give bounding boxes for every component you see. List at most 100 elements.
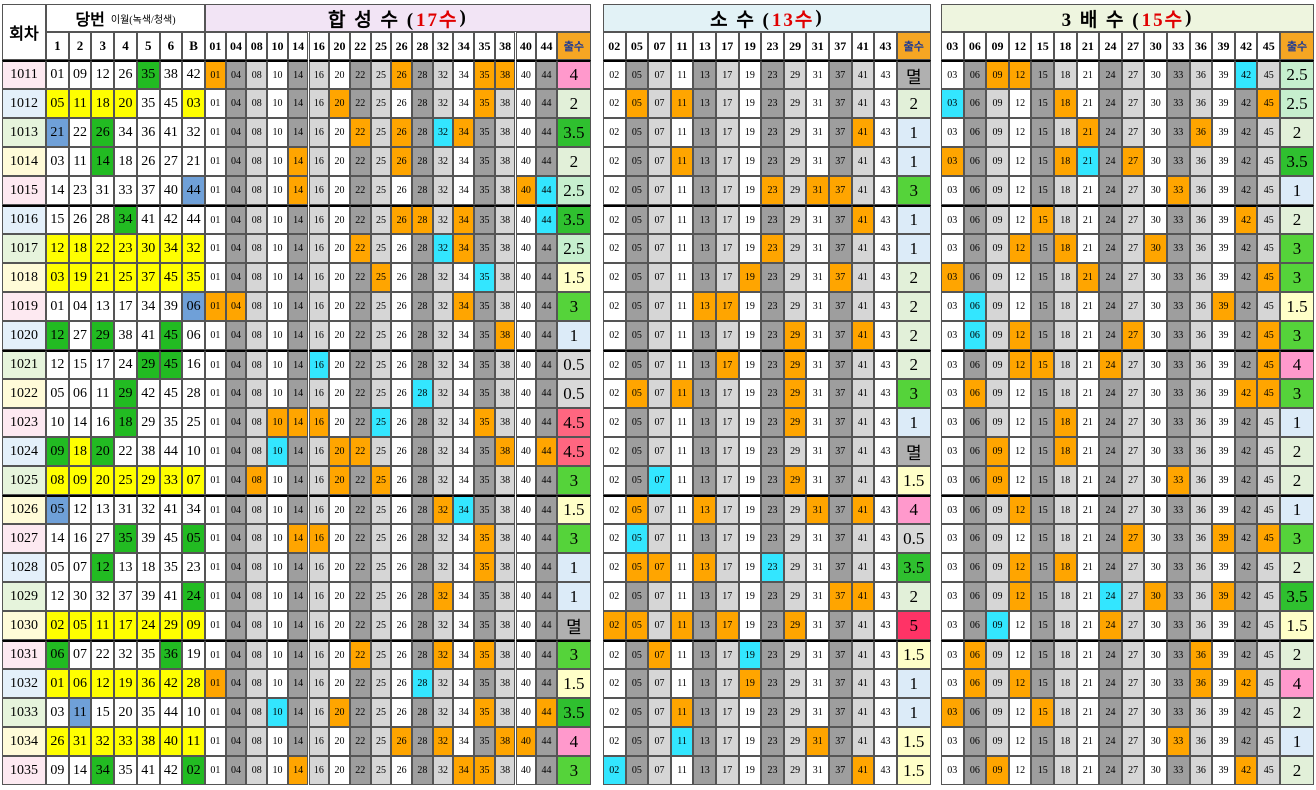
number-cell: 08 (246, 379, 268, 408)
number-cell: 15 (1031, 611, 1054, 640)
number-cell: 43 (874, 234, 897, 263)
number-cell: 28 (412, 524, 433, 553)
draw-number: 35 (114, 524, 137, 553)
number-cell: 28 (412, 611, 433, 640)
column-header: 34 (453, 32, 475, 60)
draw-number: 35 (182, 263, 205, 292)
column-header: 08 (246, 32, 268, 60)
number-cell: 13 (693, 466, 716, 495)
number-cell: 33 (1167, 611, 1190, 640)
number-cell: 37 (829, 727, 852, 756)
number-cell: 38 (494, 582, 516, 611)
number-cell: 01 (205, 89, 226, 118)
number-cell: 15 (1031, 147, 1054, 176)
number-cell: 09 (986, 437, 1009, 466)
draw-number: 35 (136, 89, 160, 118)
number-cell: 36 (1189, 669, 1213, 698)
draw-number: 35 (159, 553, 183, 582)
number-cell: 17 (716, 350, 739, 379)
number-cell: 42 (1234, 379, 1258, 408)
number-cell: 42 (1234, 495, 1258, 524)
number-cell: 31 (806, 727, 829, 756)
number-cell: 07 (648, 89, 671, 118)
number-cell: 29 (783, 379, 807, 408)
number-cell: 21 (1076, 89, 1100, 118)
number-cell: 42 (1234, 524, 1258, 553)
number-cell: 24 (1099, 640, 1122, 669)
column-header: 40 (515, 32, 537, 60)
number-cell: 40 (515, 89, 537, 118)
number-cell: 42 (1234, 350, 1258, 379)
number-cell: 12 (1008, 524, 1032, 553)
draw-number: 28 (91, 205, 115, 234)
number-cell: 24 (1099, 176, 1122, 205)
number-cell: 26 (391, 379, 412, 408)
number-cell: 32 (432, 466, 454, 495)
number-cell: 09 (986, 611, 1009, 640)
number-cell: 28 (412, 234, 433, 263)
count-cell: 2 (1280, 205, 1314, 234)
number-cell: 14 (287, 640, 309, 669)
number-cell: 22 (349, 89, 371, 118)
number-cell: 03 (941, 437, 964, 466)
number-cell: 13 (693, 176, 716, 205)
number-cell: 44 (536, 147, 557, 176)
number-cell: 44 (536, 176, 557, 205)
draw-number: 12 (46, 321, 69, 350)
number-cell: 28 (412, 698, 433, 727)
number-cell: 25 (370, 756, 392, 785)
number-cell: 22 (349, 495, 371, 524)
number-cell: 44 (536, 524, 557, 553)
number-cell: 33 (1167, 495, 1190, 524)
number-cell: 45 (1257, 176, 1280, 205)
number-cell: 23 (761, 611, 784, 640)
number-cell: 20 (329, 756, 350, 785)
number-cell: 29 (783, 524, 807, 553)
draw-number: 44 (159, 437, 183, 466)
number-cell: 38 (494, 408, 516, 437)
number-cell: 03 (941, 669, 964, 698)
draw-number: 13 (114, 553, 137, 582)
number-cell: 33 (1167, 176, 1190, 205)
draw-number: 11 (68, 147, 92, 176)
number-cell: 23 (761, 176, 784, 205)
number-cell: 05 (625, 205, 649, 234)
number-cell: 07 (648, 292, 671, 321)
number-cell: 19 (738, 379, 762, 408)
column-header: 09 (986, 32, 1009, 60)
round-cell: 1034 (2, 727, 46, 756)
number-cell: 43 (874, 176, 897, 205)
draw-number: 35 (136, 60, 160, 89)
draw-number: 11 (91, 611, 115, 640)
number-cell: 16 (308, 205, 330, 234)
number-cell: 27 (1121, 292, 1145, 321)
number-cell: 23 (761, 321, 784, 350)
number-cell: 34 (453, 698, 475, 727)
number-cell: 11 (670, 234, 694, 263)
number-cell: 34 (453, 727, 475, 756)
number-cell: 22 (349, 640, 371, 669)
number-cell: 04 (225, 408, 247, 437)
number-cell: 13 (693, 756, 716, 785)
count-header: 출수 (1280, 32, 1314, 60)
number-cell: 21 (1076, 495, 1100, 524)
draw-number: 19 (114, 669, 137, 698)
draw-number: 42 (159, 669, 183, 698)
number-cell: 21 (1076, 727, 1100, 756)
section-title-count: 13수 (771, 9, 815, 31)
number-cell: 18 (1054, 582, 1077, 611)
count-cell: 4 (1280, 669, 1314, 698)
number-cell: 36 (1189, 553, 1213, 582)
draw-number: 25 (114, 263, 137, 292)
number-cell: 43 (874, 669, 897, 698)
round-cell: 1012 (2, 89, 46, 118)
draw-number: 35 (136, 640, 160, 669)
round-cell: 1031 (2, 640, 46, 669)
draw-number: 16 (91, 408, 115, 437)
number-cell: 21 (1076, 553, 1100, 582)
number-cell: 18 (1054, 60, 1077, 89)
column-header: 22 (349, 32, 371, 60)
number-cell: 15 (1031, 292, 1054, 321)
number-cell: 09 (986, 60, 1009, 89)
number-cell: 42 (1234, 292, 1258, 321)
